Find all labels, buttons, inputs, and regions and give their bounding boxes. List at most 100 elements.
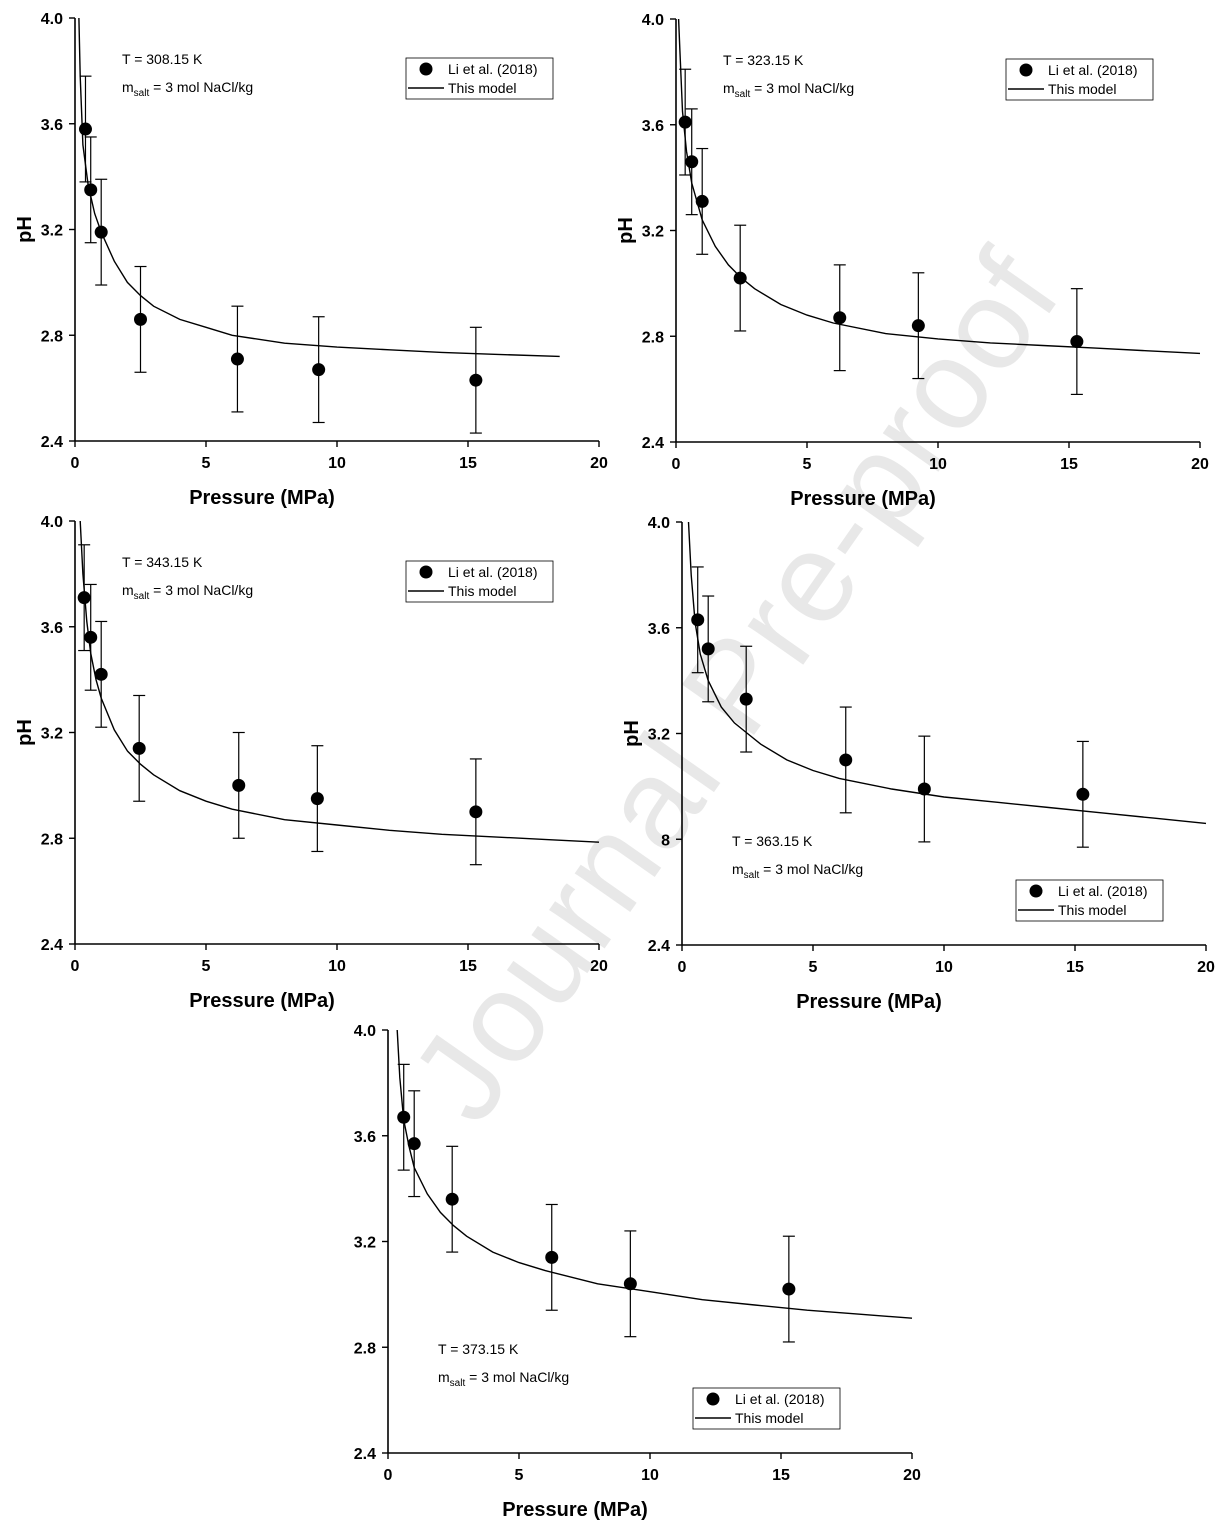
data-point bbox=[134, 312, 147, 326]
x-tick-label: 20 bbox=[1197, 959, 1215, 976]
x-tick-label: 20 bbox=[590, 455, 608, 472]
x-tick-label: 20 bbox=[1191, 456, 1209, 473]
legend-marker bbox=[706, 1392, 720, 1406]
x-tick-label: 10 bbox=[935, 959, 953, 976]
legend-label-data: Li et al. (2018) bbox=[1058, 883, 1148, 899]
salt-label: msalt = 3 mol NaCl/kg bbox=[732, 861, 863, 881]
salt-label: msalt = 3 mol NaCl/kg bbox=[122, 582, 253, 602]
x-tick-label: 10 bbox=[929, 456, 947, 473]
data-point bbox=[312, 363, 326, 377]
y-tick-label: 3.2 bbox=[642, 224, 664, 241]
data-point bbox=[407, 1137, 421, 1151]
y-tick-label: 2.8 bbox=[354, 1340, 376, 1357]
y-tick-label: 3.2 bbox=[648, 727, 670, 744]
legend-marker bbox=[1019, 63, 1033, 77]
y-tick-label: 3.2 bbox=[41, 223, 63, 240]
temperature-label: T = 323.15 K bbox=[723, 52, 804, 68]
x-tick-label: 15 bbox=[459, 455, 477, 472]
x-tick-label: 20 bbox=[903, 1467, 921, 1484]
data-point bbox=[839, 753, 853, 767]
data-point bbox=[833, 311, 847, 325]
x-tick-label: 0 bbox=[384, 1467, 393, 1484]
y-tick-label: 2.4 bbox=[642, 435, 664, 452]
chart-panel-4: 0 5 10 15 20 2.4 8 3.2 3.6 4.0 Pressure (MPa) pH T =… bbox=[621, 515, 1215, 1013]
x-tick-label: 15 bbox=[1060, 456, 1078, 473]
legend-label-model: This model bbox=[448, 583, 516, 599]
y-tick-label: 3.2 bbox=[354, 1235, 376, 1252]
x-tick-label: 15 bbox=[1066, 959, 1084, 976]
model-curve bbox=[687, 521, 1207, 825]
legend-box bbox=[405, 57, 554, 100]
data-point bbox=[310, 792, 324, 806]
legend-label-model: This model bbox=[1058, 902, 1126, 918]
chart-panel-1: 0 5 10 15 20 2.4 2.8 3.2 3.6 4.0 Pressure (MPa) pH T… bbox=[14, 11, 608, 509]
y-tick-label: 3.6 bbox=[41, 117, 63, 134]
x-tick-label: 5 bbox=[202, 958, 211, 975]
data-point bbox=[132, 741, 146, 755]
y-tick-label: 3.6 bbox=[41, 620, 63, 637]
y-tick-label: 4.0 bbox=[642, 12, 664, 29]
x-tick-label: 0 bbox=[678, 959, 687, 976]
data-point bbox=[917, 782, 931, 796]
chart-panel-3: 0 5 10 15 20 2.4 2.8 3.2 3.6 4.0 Pressure (MPa) pH T… bbox=[14, 514, 608, 1012]
x-tick-label: 10 bbox=[641, 1467, 659, 1484]
y-axis-label: pH bbox=[14, 719, 36, 746]
legend-label-data: Li et al. (2018) bbox=[448, 61, 538, 77]
x-tick-label: 0 bbox=[71, 455, 80, 472]
x-tick-label: 5 bbox=[803, 456, 812, 473]
legend-label-model: This model bbox=[1048, 81, 1116, 97]
model-curve bbox=[396, 1029, 913, 1319]
temperature-label: T = 363.15 K bbox=[732, 833, 813, 849]
salt-label: msalt = 3 mol NaCl/kg bbox=[723, 80, 854, 100]
x-axis-label: Pressure (MPa) bbox=[189, 487, 335, 509]
data-point bbox=[94, 667, 108, 681]
x-axis-label: Pressure (MPa) bbox=[502, 1499, 648, 1521]
data-point bbox=[94, 225, 108, 239]
y-tick-label: 2.4 bbox=[41, 937, 63, 954]
data-point bbox=[469, 805, 483, 819]
data-point bbox=[678, 115, 692, 129]
temperature-label: T = 343.15 K bbox=[122, 554, 203, 570]
data-point bbox=[911, 319, 925, 333]
model-curve bbox=[79, 520, 600, 843]
y-axis-label: pH bbox=[615, 217, 637, 244]
x-tick-label: 15 bbox=[459, 958, 477, 975]
temperature-label: T = 373.15 K bbox=[438, 1341, 519, 1357]
x-tick-label: 15 bbox=[772, 1467, 790, 1484]
data-point bbox=[230, 352, 244, 366]
data-point bbox=[623, 1277, 637, 1291]
y-tick-label: 4.0 bbox=[648, 515, 670, 532]
model-curve bbox=[677, 18, 1201, 355]
x-axis-label: Pressure (MPa) bbox=[189, 990, 335, 1012]
data-point bbox=[469, 373, 483, 387]
y-tick-label: 2.8 bbox=[41, 328, 63, 345]
y-tick-label: 2.8 bbox=[642, 329, 664, 346]
y-tick-label: 2.4 bbox=[41, 434, 63, 451]
y-tick-label: 2.4 bbox=[354, 1446, 376, 1463]
data-point bbox=[545, 1250, 559, 1264]
legend-label-data: Li et al. (2018) bbox=[1048, 62, 1138, 78]
data-point bbox=[691, 613, 705, 627]
data-point bbox=[695, 194, 709, 208]
data-point bbox=[739, 692, 753, 706]
data-point bbox=[78, 122, 92, 136]
data-point bbox=[685, 155, 699, 169]
temperature-label: T = 308.15 K bbox=[122, 51, 203, 67]
data-point bbox=[84, 183, 98, 197]
y-axis-label: pH bbox=[14, 216, 36, 243]
legend-label-data: Li et al. (2018) bbox=[735, 1391, 825, 1407]
x-tick-label: 0 bbox=[71, 958, 80, 975]
data-point bbox=[77, 591, 91, 605]
salt-label: msalt = 3 mol NaCl/kg bbox=[438, 1369, 569, 1389]
data-point bbox=[1070, 335, 1084, 349]
x-tick-label: 0 bbox=[672, 456, 681, 473]
y-tick-label: 8 bbox=[661, 832, 670, 849]
chart-panel-5: 0 5 10 15 20 2.4 2.8 3.2 3.6 4.0 Pressure (MPa) T =… bbox=[354, 1023, 921, 1521]
y-tick-label: 2.8 bbox=[41, 831, 63, 848]
data-point bbox=[445, 1192, 459, 1206]
y-tick-label: 3.6 bbox=[642, 118, 664, 135]
y-axis-label: pH bbox=[621, 720, 643, 747]
legend-label-model: This model bbox=[735, 1410, 803, 1426]
x-tick-label: 20 bbox=[590, 958, 608, 975]
salt-label: msalt = 3 mol NaCl/kg bbox=[122, 79, 253, 99]
